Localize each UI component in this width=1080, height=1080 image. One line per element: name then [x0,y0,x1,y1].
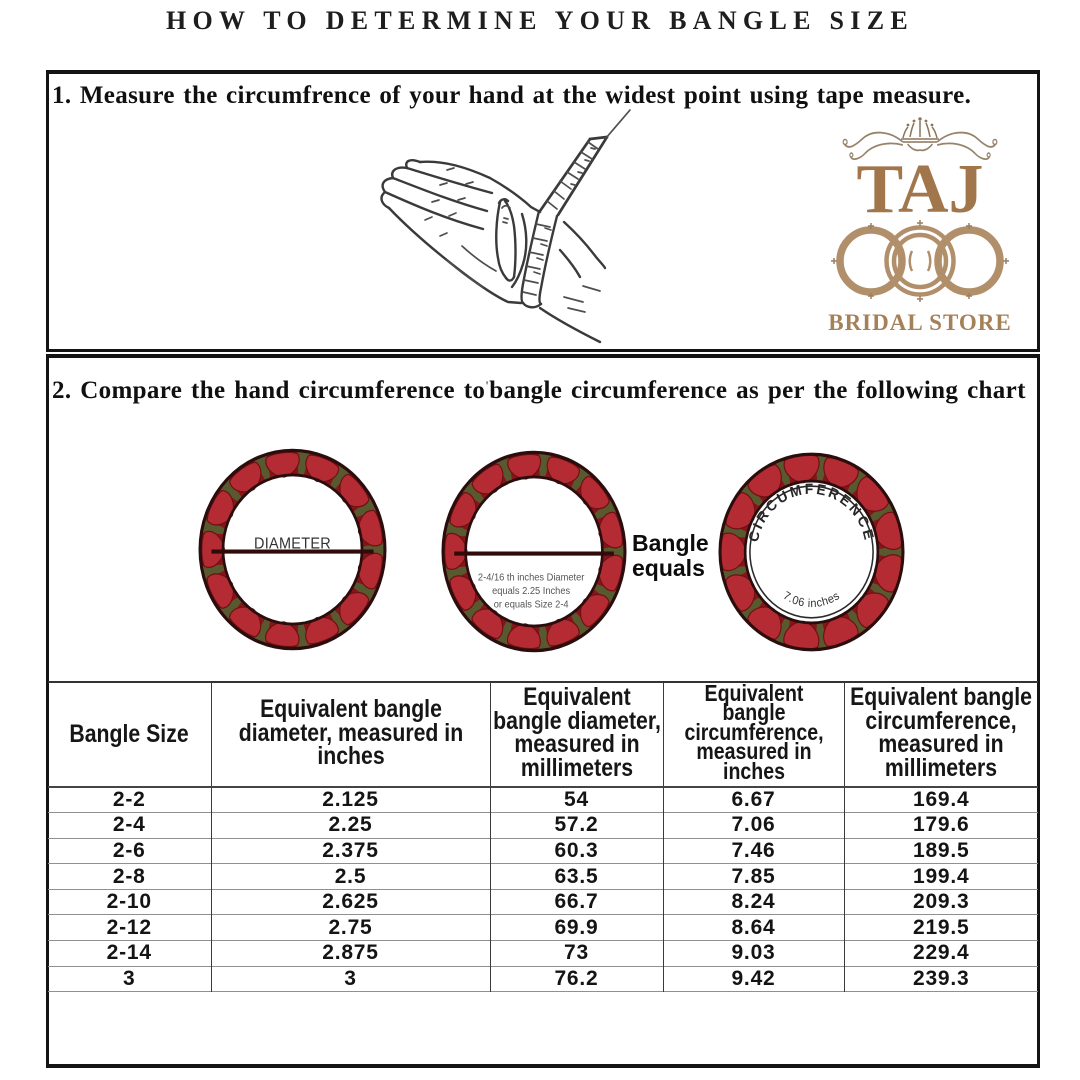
svg-text:BRIDAL STORE: BRIDAL STORE [828,310,1012,335]
svg-text:equals 2.25 Inches: equals 2.25 Inches [492,586,570,597]
svg-text:DIAMETER: DIAMETER [254,535,331,553]
svg-text:TAJ: TAJ [856,151,983,228]
svg-text:7.06 inches: 7.06 inches [781,590,842,611]
svg-text:or equals Size 2-4: or equals Size 2-4 [494,599,569,610]
svg-text:2-4/16 th inches Diameter: 2-4/16 th inches Diameter [478,572,585,583]
